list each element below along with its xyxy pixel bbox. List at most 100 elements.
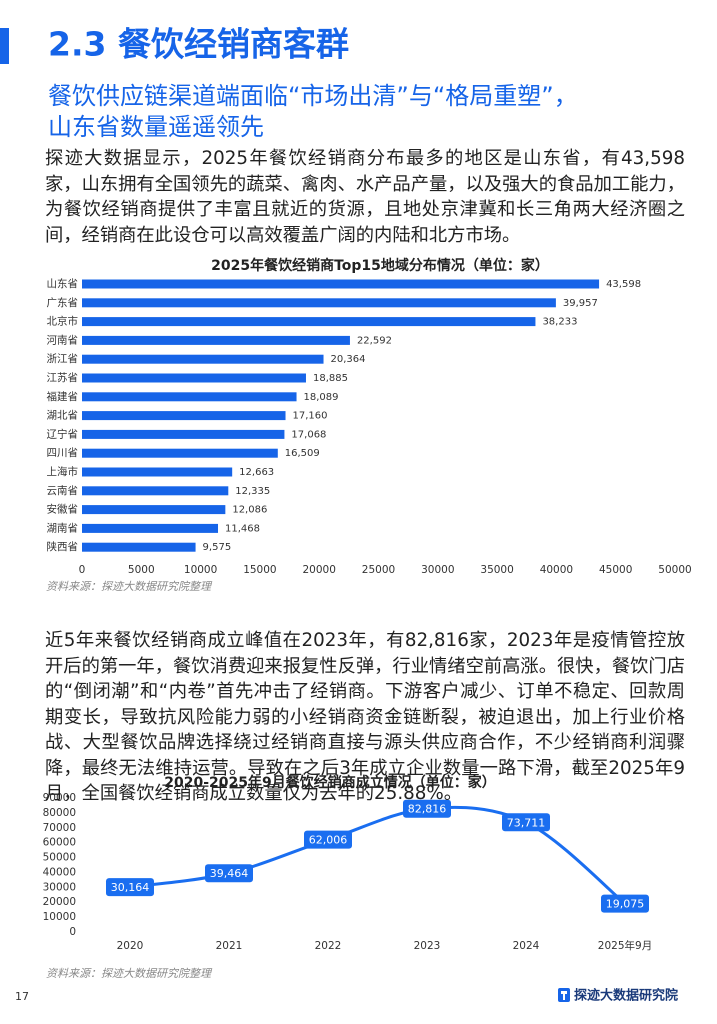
x-tick-label: 25000 <box>362 564 395 576</box>
line <box>129 805 626 905</box>
x-tick-label: 2020 <box>117 940 144 952</box>
value-label: 17,068 <box>291 429 326 440</box>
brand-logo <box>558 988 570 1002</box>
category-label: 北京市 <box>47 315 79 328</box>
x-tick-label: 0 <box>79 564 86 576</box>
category-label: 山东省 <box>47 277 79 290</box>
category-label: 福建省 <box>47 390 79 403</box>
value-label-box <box>601 894 649 913</box>
category-label: 河南省 <box>47 333 79 346</box>
x-tick-label: 15000 <box>243 564 276 576</box>
subtitle: 餐饮供应链渠道端面临“市场出清”与“格局重塑”， <box>48 82 578 110</box>
bar <box>82 279 600 289</box>
page-number: 17 <box>15 990 29 1003</box>
x-tick-label: 2023 <box>414 940 441 952</box>
category-label: 安徽省 <box>47 503 79 516</box>
bar <box>82 335 350 345</box>
value-label: 20,364 <box>331 354 366 365</box>
y-tick-label: 10000 <box>43 911 76 923</box>
x-tick-label: 20000 <box>302 564 335 576</box>
bar <box>82 467 233 477</box>
x-tick-label: 2022 <box>315 940 342 952</box>
value-label-box <box>502 813 550 832</box>
bar <box>82 505 226 515</box>
category-label: 广东省 <box>47 296 79 309</box>
title: 2.3 餐饮经销商客群 <box>48 25 349 64</box>
value-label: 12,086 <box>232 505 267 516</box>
y-tick-label: 70000 <box>43 822 76 834</box>
brand: 探迹大数据研究院 <box>574 988 678 1004</box>
chart-title: 2025年餐饮经销商Top15地域分布情况（单位：家） <box>211 257 549 274</box>
bar <box>82 298 556 308</box>
value-label: 38,233 <box>542 317 577 328</box>
y-tick-label: 90000 <box>43 792 76 804</box>
value-label: 11,468 <box>225 523 260 534</box>
value-label: 12,335 <box>235 486 270 497</box>
subtitle: 山东省数量遥遥领先 <box>48 113 264 141</box>
value-label: 39,464 <box>210 867 249 880</box>
y-tick-label: 80000 <box>43 807 76 819</box>
value-label-box <box>304 830 352 849</box>
x-tick-label: 35000 <box>480 564 513 576</box>
x-tick-label: 30000 <box>421 564 454 576</box>
source: 资料来源：探迹大数据研究院整理 <box>46 580 213 593</box>
y-tick-label: 60000 <box>43 837 76 849</box>
value-label: 82,816 <box>408 803 447 816</box>
bar <box>82 542 196 552</box>
y-tick-label: 20000 <box>43 896 76 908</box>
value-label: 39,957 <box>563 298 598 309</box>
bar <box>82 429 285 439</box>
value-label-box <box>403 799 451 818</box>
value-label: 18,885 <box>313 373 348 384</box>
bar <box>82 317 536 327</box>
category-label: 辽宁省 <box>47 427 79 440</box>
x-tick-label: 5000 <box>128 564 155 576</box>
bar <box>82 373 306 383</box>
value-label: 17,160 <box>293 411 328 422</box>
bar <box>82 411 286 421</box>
value-label: 73,711 <box>507 816 546 829</box>
y-tick-label: 30000 <box>43 881 76 893</box>
value-label: 9,575 <box>203 542 232 553</box>
value-label: 16,509 <box>285 448 320 459</box>
chart-title: 2020-2025年9月餐饮经销商成立情况（单位：家） <box>164 774 495 791</box>
value-label: 22,592 <box>357 335 392 346</box>
y-tick-label: 40000 <box>43 866 76 878</box>
x-tick-label: 2021 <box>216 940 243 952</box>
category-label: 湖北省 <box>47 409 79 422</box>
bar <box>82 448 278 458</box>
category-label: 江苏省 <box>47 371 79 384</box>
value-label: 12,663 <box>239 467 274 478</box>
value-label: 43,598 <box>606 279 641 290</box>
x-tick-label: 45000 <box>599 564 632 576</box>
bar <box>82 392 297 402</box>
category-label: 云南省 <box>47 484 79 497</box>
x-tick-label: 40000 <box>540 564 573 576</box>
x-tick-label: 10000 <box>184 564 217 576</box>
x-tick-label: 2024 <box>513 940 540 952</box>
y-tick-label: 50000 <box>43 852 76 864</box>
value-label: 19,075 <box>606 898 645 911</box>
value-label: 30,164 <box>111 881 150 894</box>
bar <box>82 354 324 364</box>
category-label: 陕西省 <box>47 540 79 553</box>
value-label-box <box>106 878 154 897</box>
category-label: 湖南省 <box>47 521 79 534</box>
category-label: 上海市 <box>47 465 79 478</box>
value-label: 18,089 <box>304 392 339 403</box>
header-bar <box>0 28 9 64</box>
x-tick-label: 2025年9月 <box>598 939 652 952</box>
category-label: 浙江省 <box>47 352 79 365</box>
value-label-box <box>205 864 253 883</box>
source: 资料来源：探迹大数据研究院整理 <box>46 967 213 980</box>
y-tick-label: 0 <box>69 926 76 938</box>
category-label: 四川省 <box>47 446 79 459</box>
paragraph: 探迹大数据显示，2025年餐饮经销商分布最多的地区是山东省，有43,598家，山… <box>45 148 685 246</box>
paragraph: 近5年来餐饮经销商成立峰值在2023年，有82,816家，2023年是疫情管控放… <box>45 630 685 804</box>
bar <box>82 486 229 496</box>
x-tick-label: 50000 <box>658 564 691 576</box>
bar <box>82 523 219 533</box>
value-label: 62,006 <box>309 834 348 847</box>
